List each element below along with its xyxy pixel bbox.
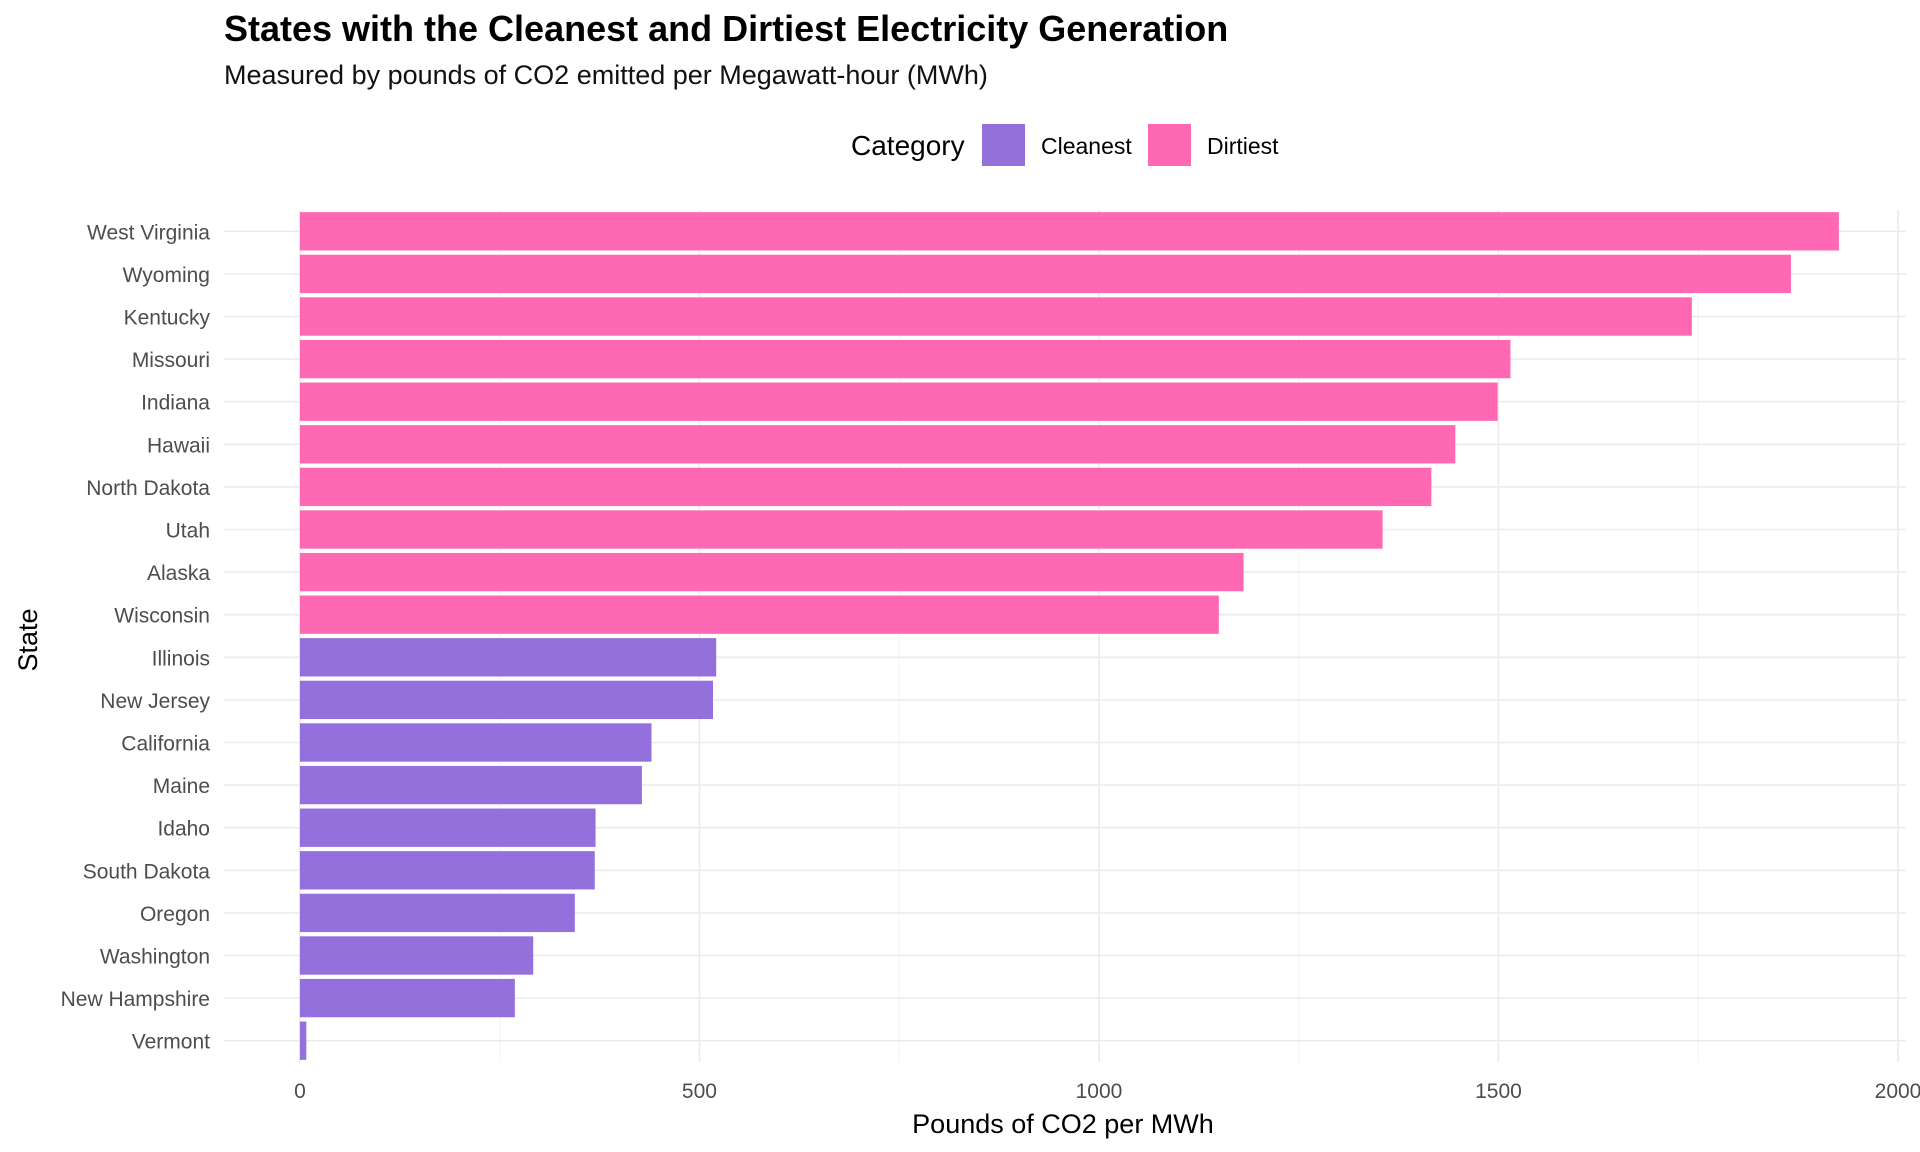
legend-swatch-dirtiest [1148, 124, 1191, 166]
bar-west-virginia [299, 212, 1839, 251]
bar-california [299, 723, 652, 762]
bar-indiana [299, 382, 1498, 421]
y-tick-label: South Dakota [83, 860, 211, 883]
y-axis-tick-labels: West Virginia Wyoming Kentucky Missouri Indi… [61, 221, 211, 1053]
x-tick-label: 2000 [1875, 1080, 1920, 1103]
x-tick-label: 1500 [1475, 1080, 1522, 1103]
legend: Category Cleanest Dirtiest [0, 124, 1920, 168]
y-tick-label: Wisconsin [114, 605, 210, 628]
grid-lines [224, 210, 1906, 1062]
bar-alaska [299, 552, 1244, 592]
bar-new-jersey [299, 680, 714, 720]
bar-maine [299, 765, 642, 805]
bar-south-dakota [299, 851, 595, 890]
y-axis-title: State [13, 608, 43, 671]
y-tick-label: Washington [100, 946, 210, 969]
x-tick-label: 0 [294, 1080, 306, 1103]
x-axis-title: Pounds of CO2 per MWh [912, 1109, 1214, 1139]
x-tick-label: 500 [682, 1080, 717, 1103]
bar-hawaii [299, 425, 1456, 464]
bar-missouri [299, 339, 1511, 379]
y-tick-label: Maine [153, 775, 210, 798]
y-tick-label: Wyoming [123, 264, 210, 287]
y-tick-label: New Hampshire [61, 988, 210, 1011]
y-tick-label: Missouri [132, 349, 210, 372]
bar-vermont [299, 1021, 307, 1060]
y-tick-label: Oregon [140, 903, 210, 926]
bar-oregon [299, 893, 575, 933]
bar-north-dakota [299, 467, 1432, 507]
y-tick-label: North Dakota [86, 477, 210, 500]
y-tick-label: Indiana [141, 392, 210, 415]
chart-subtitle: Measured by pounds of CO2 emitted per Me… [224, 60, 988, 90]
bar-new-hampshire [299, 978, 515, 1018]
y-tick-label: Idaho [157, 818, 210, 841]
bar-kentucky [299, 297, 1692, 336]
y-tick-label: Hawaii [147, 434, 210, 457]
y-tick-label: Illinois [152, 647, 210, 670]
chart-title: States with the Cleanest and Dirtiest El… [224, 8, 1229, 49]
bar-wyoming [299, 254, 1791, 294]
y-tick-label: Kentucky [124, 307, 211, 330]
y-tick-label: New Jersey [100, 690, 210, 713]
bar-illinois [299, 638, 717, 677]
bar-idaho [299, 808, 596, 847]
legend-label-cleanest: Cleanest [1041, 133, 1132, 159]
x-tick-label: 1000 [1076, 1080, 1123, 1103]
x-axis-tick-labels: 0 500 1000 1500 2000 [294, 1080, 1920, 1103]
legend-swatch-cleanest [982, 124, 1025, 166]
legend-title: Category [851, 130, 965, 161]
y-tick-label: West Virginia [87, 221, 210, 244]
y-tick-label: California [121, 733, 210, 756]
y-tick-label: Vermont [132, 1031, 210, 1054]
bars [299, 212, 1839, 1060]
y-tick-label: Utah [166, 520, 210, 543]
y-tick-label: Alaska [147, 562, 210, 585]
bar-wisconsin [299, 595, 1219, 634]
legend-label-dirtiest: Dirtiest [1207, 133, 1279, 159]
bar-washington [299, 936, 534, 975]
bar-utah [299, 510, 1383, 549]
